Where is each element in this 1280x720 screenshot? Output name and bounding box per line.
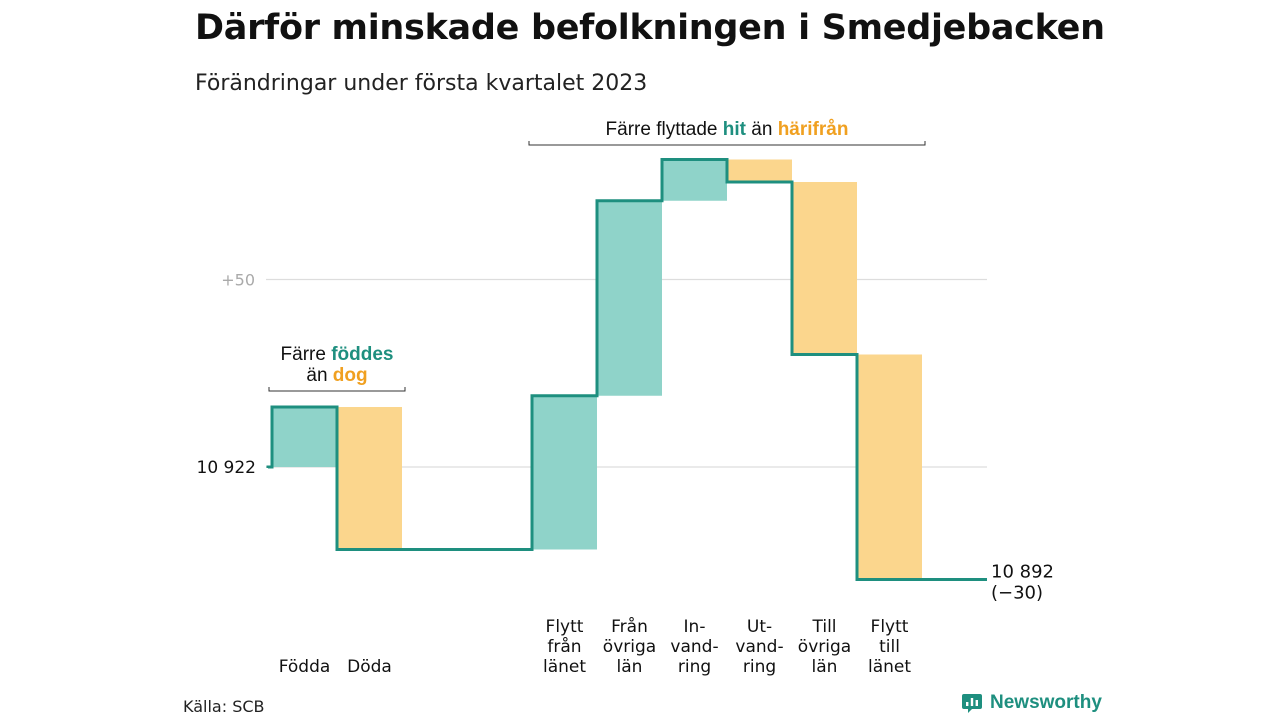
category-label-line: län (617, 657, 643, 677)
annotation-segment: dog (333, 365, 368, 386)
category-label-line: Från (611, 616, 648, 637)
waterfall-bar (792, 182, 857, 355)
waterfall-bar (272, 407, 337, 467)
category-label-line: länet (868, 657, 911, 677)
category-label-line: Födda (279, 657, 331, 677)
category-label-line: Flytt (871, 617, 909, 637)
newsworthy-logo-icon (962, 694, 982, 713)
category-label-line: Döda (347, 657, 392, 677)
annotation-bracket (528, 141, 926, 146)
annotation-text: än dog (306, 365, 367, 386)
category-label: Till övriga län (798, 617, 851, 677)
annotation-segment: Färre (281, 344, 332, 365)
category-label-line: In- (684, 617, 706, 637)
step-line (266, 158, 987, 581)
chart-subtitle: Förändringar under första kvartalet 2023 (195, 71, 648, 96)
gridline-label: +50 (221, 271, 255, 290)
category-label-line: Ut- (747, 617, 772, 637)
category-label-line: övriga (603, 637, 656, 657)
newsworthy-logo: Newsworthy (961, 692, 1102, 714)
category-label: Födda (279, 657, 331, 677)
category-label-line: ring (743, 657, 776, 677)
category-label: Döda (347, 657, 392, 677)
category-label: Ut-vand-ring (735, 617, 783, 677)
end-change-label: (−30) (991, 583, 1043, 604)
annotation-text: Färre föddes (281, 344, 394, 365)
waterfall-bar (662, 159, 727, 201)
category-label: Flytt från länet (543, 617, 586, 677)
brand-name: Newsworthy (990, 692, 1102, 713)
annotation-segment: hit (723, 119, 747, 140)
annotation-segment: föddes (331, 344, 393, 365)
annotation-bracket (268, 387, 406, 392)
category-label-line: vand- (735, 637, 783, 657)
annotation-segment: härifrån (778, 119, 849, 140)
waterfall-bar (857, 354, 922, 580)
category-label-line: övriga (798, 637, 851, 657)
chart-title: Därför minskade befolkningen i Smedjebac… (195, 8, 1105, 48)
annotation-segment: än (306, 365, 332, 386)
category-label-line: länet (543, 657, 586, 677)
category-label: Flytt till länet (868, 617, 911, 677)
annotation-segment: Färre flyttade (606, 119, 723, 140)
source-label: Källa: SCB (183, 697, 265, 716)
category-label-line: ring (678, 657, 711, 677)
waterfall-bar (727, 159, 792, 182)
start-value-label: 10 922 (197, 458, 256, 478)
category-label-line: från (547, 636, 581, 657)
annotation-segment: än (746, 119, 778, 140)
end-value-label: 10 892 (991, 562, 1054, 583)
category-label-line: till (879, 637, 900, 657)
waterfall-bar (337, 407, 402, 550)
waterfall-bar (597, 200, 662, 396)
category-label-line: vand- (670, 637, 718, 657)
annotation-text: Färre flyttade hit än härifrån (606, 119, 849, 140)
waterfall-bar (532, 395, 597, 550)
category-label-line: Till (811, 617, 836, 637)
category-label-line: län (812, 657, 838, 677)
category-label-line: Flytt (546, 617, 584, 637)
category-label: In-vand-ring (670, 617, 718, 677)
category-label: Från övriga län (603, 616, 656, 677)
